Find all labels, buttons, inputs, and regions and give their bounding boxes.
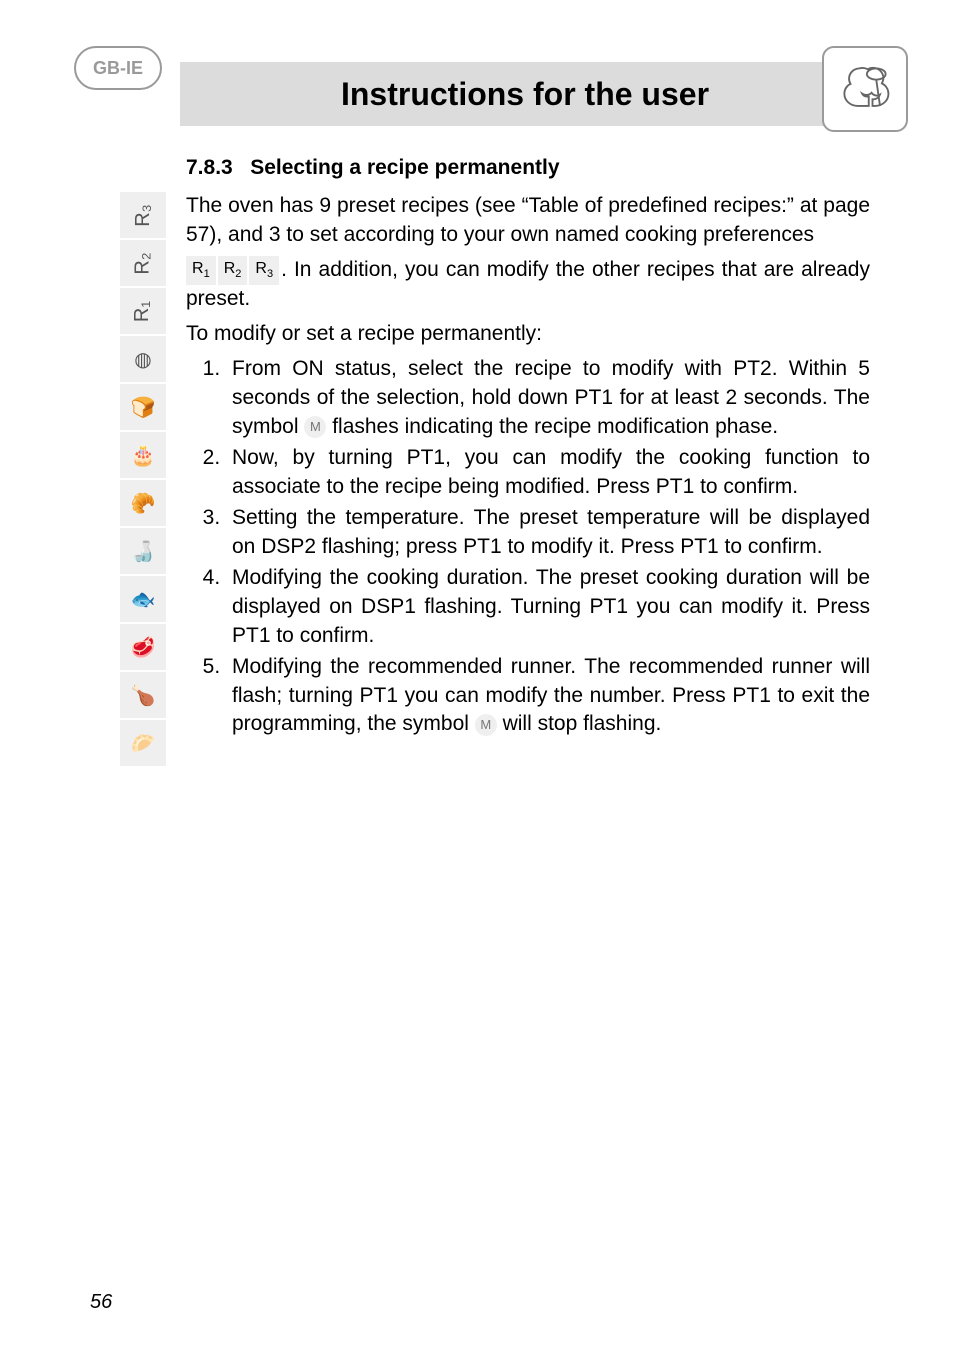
section-heading: 7.8.3 Selecting a recipe permanently (186, 156, 560, 180)
recipe-slot-r3: R₃ (120, 192, 166, 238)
inline-r1-box: R1 (186, 256, 216, 284)
recipe-icon-strip: R₃ R₂ R₁ ◍ 🍞 🎂 🥐 🍶 🐟 🥩 🍗 🥟 (120, 192, 166, 768)
body-text: The oven has 9 preset recipes (see “Tabl… (186, 192, 870, 741)
inline-r2-box: R2 (218, 256, 248, 284)
to-modify-line: To modify or set a recipe permanently: (186, 320, 870, 349)
pizza-icon: ◍ (120, 336, 166, 382)
poultry-icon: 🍗 (120, 672, 166, 718)
m-symbol-icon: M (304, 416, 326, 438)
chef-hat-icon (822, 46, 908, 132)
intro-paragraph-2: R1R2R3. In addition, you can modify the … (186, 256, 870, 314)
page-number: 56 (90, 1291, 112, 1314)
section-title: Selecting a recipe permanently (250, 156, 559, 179)
section-number: 7.8.3 (186, 156, 233, 179)
step-5: Modifying the recommended runner. The re… (226, 653, 870, 740)
step-1: From ON status, select the recipe to mod… (226, 355, 870, 442)
steps-list: From ON status, select the recipe to mod… (186, 355, 870, 740)
pastry-icon: 🥐 (120, 480, 166, 526)
inline-r3-box: R3 (249, 256, 279, 284)
page: GB-IE Instructions for the user 7.8.3 Se… (0, 0, 954, 1352)
page-title-bar: Instructions for the user (180, 62, 870, 126)
step-3: Setting the temperature. The preset temp… (226, 504, 870, 562)
step-2: Now, by turning PT1, you can modify the … (226, 444, 870, 502)
recipe-slot-r1: R₁ (120, 288, 166, 334)
recipe-slot-r2: R₂ (120, 240, 166, 286)
fish-icon: 🐟 (120, 576, 166, 622)
intro-tail: . In addition, you can modify the other … (186, 258, 870, 310)
m-symbol-icon: M (475, 714, 497, 736)
locale-badge: GB-IE (74, 46, 162, 90)
spoon-hat-svg (835, 59, 895, 119)
page-title: Instructions for the user (341, 76, 709, 113)
locale-badge-text: GB-IE (93, 58, 143, 79)
meat-icon: 🥩 (120, 624, 166, 670)
step-4: Modifying the cooking duration. The pres… (226, 564, 870, 651)
bread-icon: 🍞 (120, 384, 166, 430)
bottle-icon: 🍶 (120, 528, 166, 574)
intro-paragraph-1: The oven has 9 preset recipes (see “Tabl… (186, 192, 870, 250)
cake-icon: 🎂 (120, 432, 166, 478)
dough-icon: 🥟 (120, 720, 166, 766)
